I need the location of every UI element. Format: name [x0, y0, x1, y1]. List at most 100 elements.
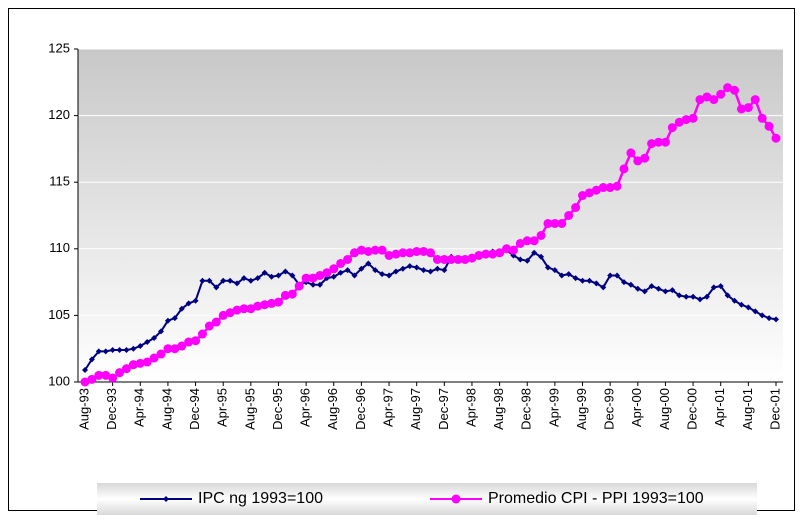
y-tick-label: 105 — [48, 307, 70, 322]
point — [412, 246, 422, 256]
point — [273, 297, 283, 307]
point — [398, 248, 408, 258]
point — [759, 312, 766, 319]
point — [377, 245, 387, 255]
plot-area — [78, 49, 783, 382]
point — [515, 238, 525, 248]
x-tick-label: Aug-97 — [408, 388, 423, 430]
y-tick-label: 115 — [49, 174, 70, 189]
point — [358, 265, 365, 272]
point — [426, 248, 435, 258]
point — [163, 344, 173, 354]
point — [282, 268, 289, 275]
x-tick-label: Dec-98 — [519, 388, 534, 430]
point — [268, 273, 275, 280]
point — [641, 288, 648, 295]
point — [178, 305, 185, 312]
legend-marker — [163, 496, 169, 502]
point — [287, 289, 297, 299]
point — [690, 293, 697, 300]
y-tick-label: 120 — [48, 107, 70, 122]
point — [578, 191, 588, 201]
point — [149, 353, 159, 363]
point — [275, 272, 282, 279]
point — [647, 139, 657, 149]
point — [218, 310, 228, 320]
point — [674, 117, 684, 127]
point — [316, 281, 323, 288]
point — [413, 264, 420, 271]
point — [750, 95, 760, 105]
point — [392, 268, 399, 275]
point — [655, 285, 662, 292]
point — [420, 267, 427, 274]
x-tick-label: Apr-01 — [712, 388, 727, 427]
point — [543, 218, 553, 228]
point — [481, 249, 491, 259]
point — [439, 254, 449, 264]
point — [427, 268, 434, 275]
y-tick-label: 100 — [48, 373, 70, 388]
point — [253, 301, 263, 311]
point — [544, 264, 551, 271]
x-tick-label: Aug-95 — [242, 388, 257, 430]
x-tick-label: Dec-01 — [767, 388, 782, 430]
point — [612, 181, 622, 191]
point — [745, 304, 752, 311]
point — [365, 260, 372, 267]
point — [626, 148, 636, 158]
point — [239, 304, 249, 314]
point — [598, 183, 608, 193]
x-tick-label: Apr-98 — [463, 388, 478, 427]
point — [88, 356, 95, 363]
point — [662, 288, 669, 295]
point — [536, 230, 546, 240]
point — [538, 253, 545, 260]
point — [584, 188, 594, 198]
x-tick-label: Aug-94 — [159, 388, 174, 430]
point — [267, 298, 277, 308]
point — [716, 89, 726, 99]
x-tick-label: Aug-93 — [76, 388, 91, 430]
point — [432, 254, 442, 264]
point — [731, 297, 738, 304]
point — [301, 273, 311, 283]
point — [372, 267, 379, 274]
point — [351, 272, 358, 279]
point — [144, 339, 151, 346]
point — [82, 367, 88, 374]
point — [123, 347, 130, 354]
point — [213, 284, 220, 291]
point — [337, 269, 344, 276]
point — [184, 337, 194, 347]
point — [757, 113, 767, 123]
point — [709, 95, 719, 105]
x-tick-label: Aug-99 — [574, 388, 589, 430]
point — [508, 245, 518, 255]
point — [627, 281, 634, 288]
point — [640, 153, 650, 163]
point — [620, 279, 627, 286]
point — [502, 244, 512, 254]
point — [730, 85, 740, 95]
point — [225, 308, 235, 318]
x-tick-label: Apr-99 — [546, 388, 561, 427]
point — [723, 83, 733, 93]
point — [177, 341, 187, 351]
legend-box — [97, 483, 757, 515]
point — [330, 273, 337, 280]
point — [115, 368, 125, 378]
x-tick-label: Dec-99 — [602, 388, 617, 430]
point — [142, 357, 152, 367]
point — [185, 300, 192, 307]
legend-label: Promedio CPI - PPI 1993=100 — [488, 490, 704, 507]
point — [246, 304, 256, 314]
point — [766, 315, 773, 322]
point — [752, 308, 759, 315]
point — [695, 95, 705, 105]
point — [550, 218, 560, 228]
point — [80, 377, 90, 387]
point — [370, 245, 380, 255]
point — [156, 349, 166, 359]
x-tick-label: Aug-00 — [657, 388, 672, 430]
